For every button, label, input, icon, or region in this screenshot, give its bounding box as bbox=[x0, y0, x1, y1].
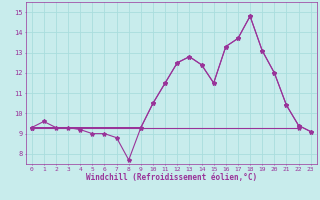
X-axis label: Windchill (Refroidissement éolien,°C): Windchill (Refroidissement éolien,°C) bbox=[86, 173, 257, 182]
